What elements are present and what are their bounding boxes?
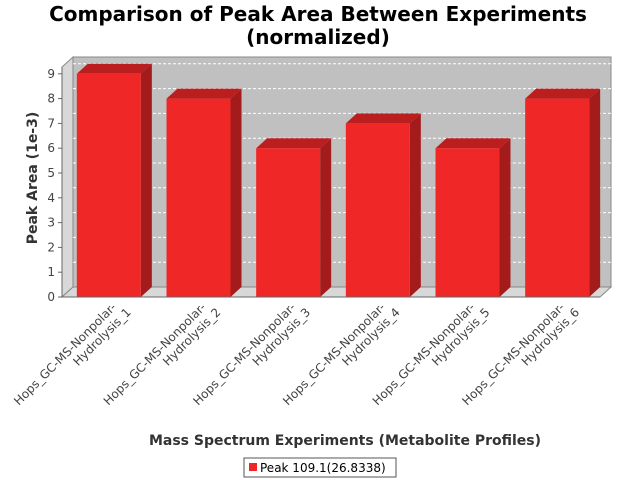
y-tick-label: 5: [47, 166, 55, 180]
bar: [345, 113, 421, 298]
bar-front: [435, 148, 500, 297]
chart-title: Comparison of Peak Area Between Experime…: [49, 2, 587, 26]
bar-top: [166, 88, 242, 99]
bar-front: [76, 73, 141, 297]
y-tick-label: 8: [47, 92, 55, 106]
legend: Peak 109.1(26.8338): [243, 457, 397, 478]
y-axis: 0 1 2 3 4 5 6 7 8 9: [47, 67, 63, 304]
y-tick-label: 4: [47, 191, 55, 205]
bar: [76, 63, 152, 297]
bar-series: [76, 63, 601, 298]
y-tick-label: 7: [47, 116, 55, 130]
bar-side: [499, 138, 511, 297]
chart-subtitle: (normalized): [246, 25, 390, 49]
bar-front: [166, 98, 231, 297]
y-tick-label: 6: [47, 141, 55, 155]
y-tick-label: 3: [47, 216, 55, 230]
bar-top: [345, 113, 421, 124]
bar-side: [320, 138, 332, 297]
bar-side: [140, 63, 152, 297]
bar: [256, 138, 332, 297]
bar-top: [256, 138, 332, 149]
bar-side: [409, 113, 421, 298]
bar-top: [76, 63, 152, 74]
y-tick-label: 1: [47, 265, 55, 279]
x-axis: Hops_GC-MS-Nonpolar-Hydrolysis_1Hops_GC-…: [11, 296, 600, 408]
bar-front: [525, 98, 590, 297]
bar-top: [525, 88, 601, 99]
legend-label: Peak 109.1(26.8338): [260, 461, 386, 475]
bar-front: [345, 123, 410, 298]
y-tick-label: 0: [47, 290, 55, 304]
bar-top: [435, 138, 511, 149]
bar-side: [230, 88, 242, 297]
plot-left-wall: [61, 55, 74, 299]
plot-back-wall: [72, 56, 612, 288]
legend-swatch: [249, 463, 257, 471]
bar-side: [589, 88, 601, 297]
y-tick-label: 9: [47, 67, 55, 81]
x-tick-label-line: Hops_GC-MS-Nonpolar-: [11, 300, 119, 408]
bar-front: [256, 148, 321, 297]
plot-area: [60, 55, 613, 299]
bar: [435, 138, 511, 297]
y-tick-label: 2: [47, 240, 55, 254]
legend-box: [243, 457, 397, 478]
bar: [166, 88, 242, 297]
bar: [525, 88, 601, 297]
x-axis-label: Mass Spectrum Experiments (Metabolite Pr…: [149, 433, 541, 449]
y-axis-label: Peak Area (1e-3): [25, 112, 41, 245]
